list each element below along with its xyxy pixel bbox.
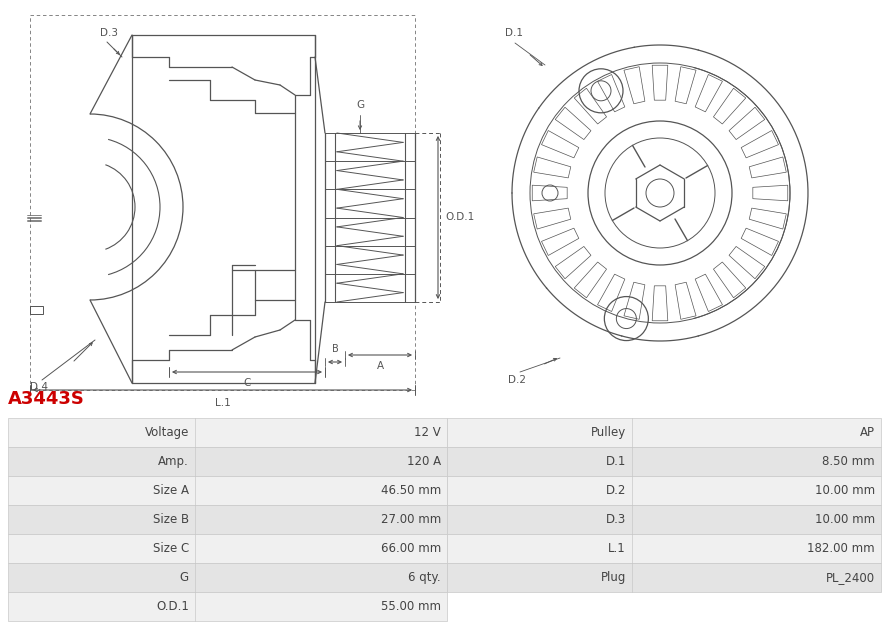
Text: 182.00 mm: 182.00 mm xyxy=(807,542,875,555)
Text: PL_2400: PL_2400 xyxy=(826,571,875,584)
Text: 10.00 mm: 10.00 mm xyxy=(815,513,875,526)
Bar xyxy=(447,418,881,447)
Bar xyxy=(8,418,447,447)
Bar xyxy=(8,534,447,563)
Text: AP: AP xyxy=(860,426,875,439)
Text: 55.00 mm: 55.00 mm xyxy=(381,600,441,613)
Bar xyxy=(447,476,881,505)
Bar xyxy=(8,505,447,534)
Bar xyxy=(447,505,881,534)
Text: O.D.1: O.D.1 xyxy=(156,600,189,613)
Text: B: B xyxy=(332,344,339,354)
Text: D.3: D.3 xyxy=(100,28,118,38)
Bar xyxy=(8,447,447,476)
Text: Plug: Plug xyxy=(601,571,626,584)
Text: Size A: Size A xyxy=(153,484,189,497)
Text: D.4: D.4 xyxy=(30,382,48,392)
Text: Size B: Size B xyxy=(153,513,189,526)
Text: D.2: D.2 xyxy=(605,484,626,497)
Text: 12 V: 12 V xyxy=(414,426,441,439)
Bar xyxy=(8,563,447,592)
Text: D.1: D.1 xyxy=(605,455,626,468)
Text: A: A xyxy=(376,361,383,371)
Text: D.2: D.2 xyxy=(508,375,526,385)
Bar xyxy=(447,447,881,476)
Text: C: C xyxy=(244,378,251,388)
Text: O.D.1: O.D.1 xyxy=(445,212,474,222)
Text: D.3: D.3 xyxy=(605,513,626,526)
Text: 8.50 mm: 8.50 mm xyxy=(822,455,875,468)
Bar xyxy=(30,306,43,314)
Text: Pulley: Pulley xyxy=(591,426,626,439)
Bar xyxy=(447,534,881,563)
Bar xyxy=(8,592,447,621)
Text: 27.00 mm: 27.00 mm xyxy=(380,513,441,526)
Text: 10.00 mm: 10.00 mm xyxy=(815,484,875,497)
Text: Size C: Size C xyxy=(153,542,189,555)
Text: Voltage: Voltage xyxy=(145,426,189,439)
Text: 6 qty.: 6 qty. xyxy=(408,571,441,584)
Text: A3443S: A3443S xyxy=(8,390,84,408)
Text: 120 A: 120 A xyxy=(407,455,441,468)
Text: L.1: L.1 xyxy=(608,542,626,555)
Bar xyxy=(8,476,447,505)
Text: 66.00 mm: 66.00 mm xyxy=(380,542,441,555)
Text: G: G xyxy=(180,571,189,584)
Text: G: G xyxy=(356,100,364,110)
Text: D.1: D.1 xyxy=(505,28,523,38)
Bar xyxy=(447,563,881,592)
Text: Amp.: Amp. xyxy=(158,455,189,468)
Text: 46.50 mm: 46.50 mm xyxy=(380,484,441,497)
Text: L.1: L.1 xyxy=(214,398,230,408)
